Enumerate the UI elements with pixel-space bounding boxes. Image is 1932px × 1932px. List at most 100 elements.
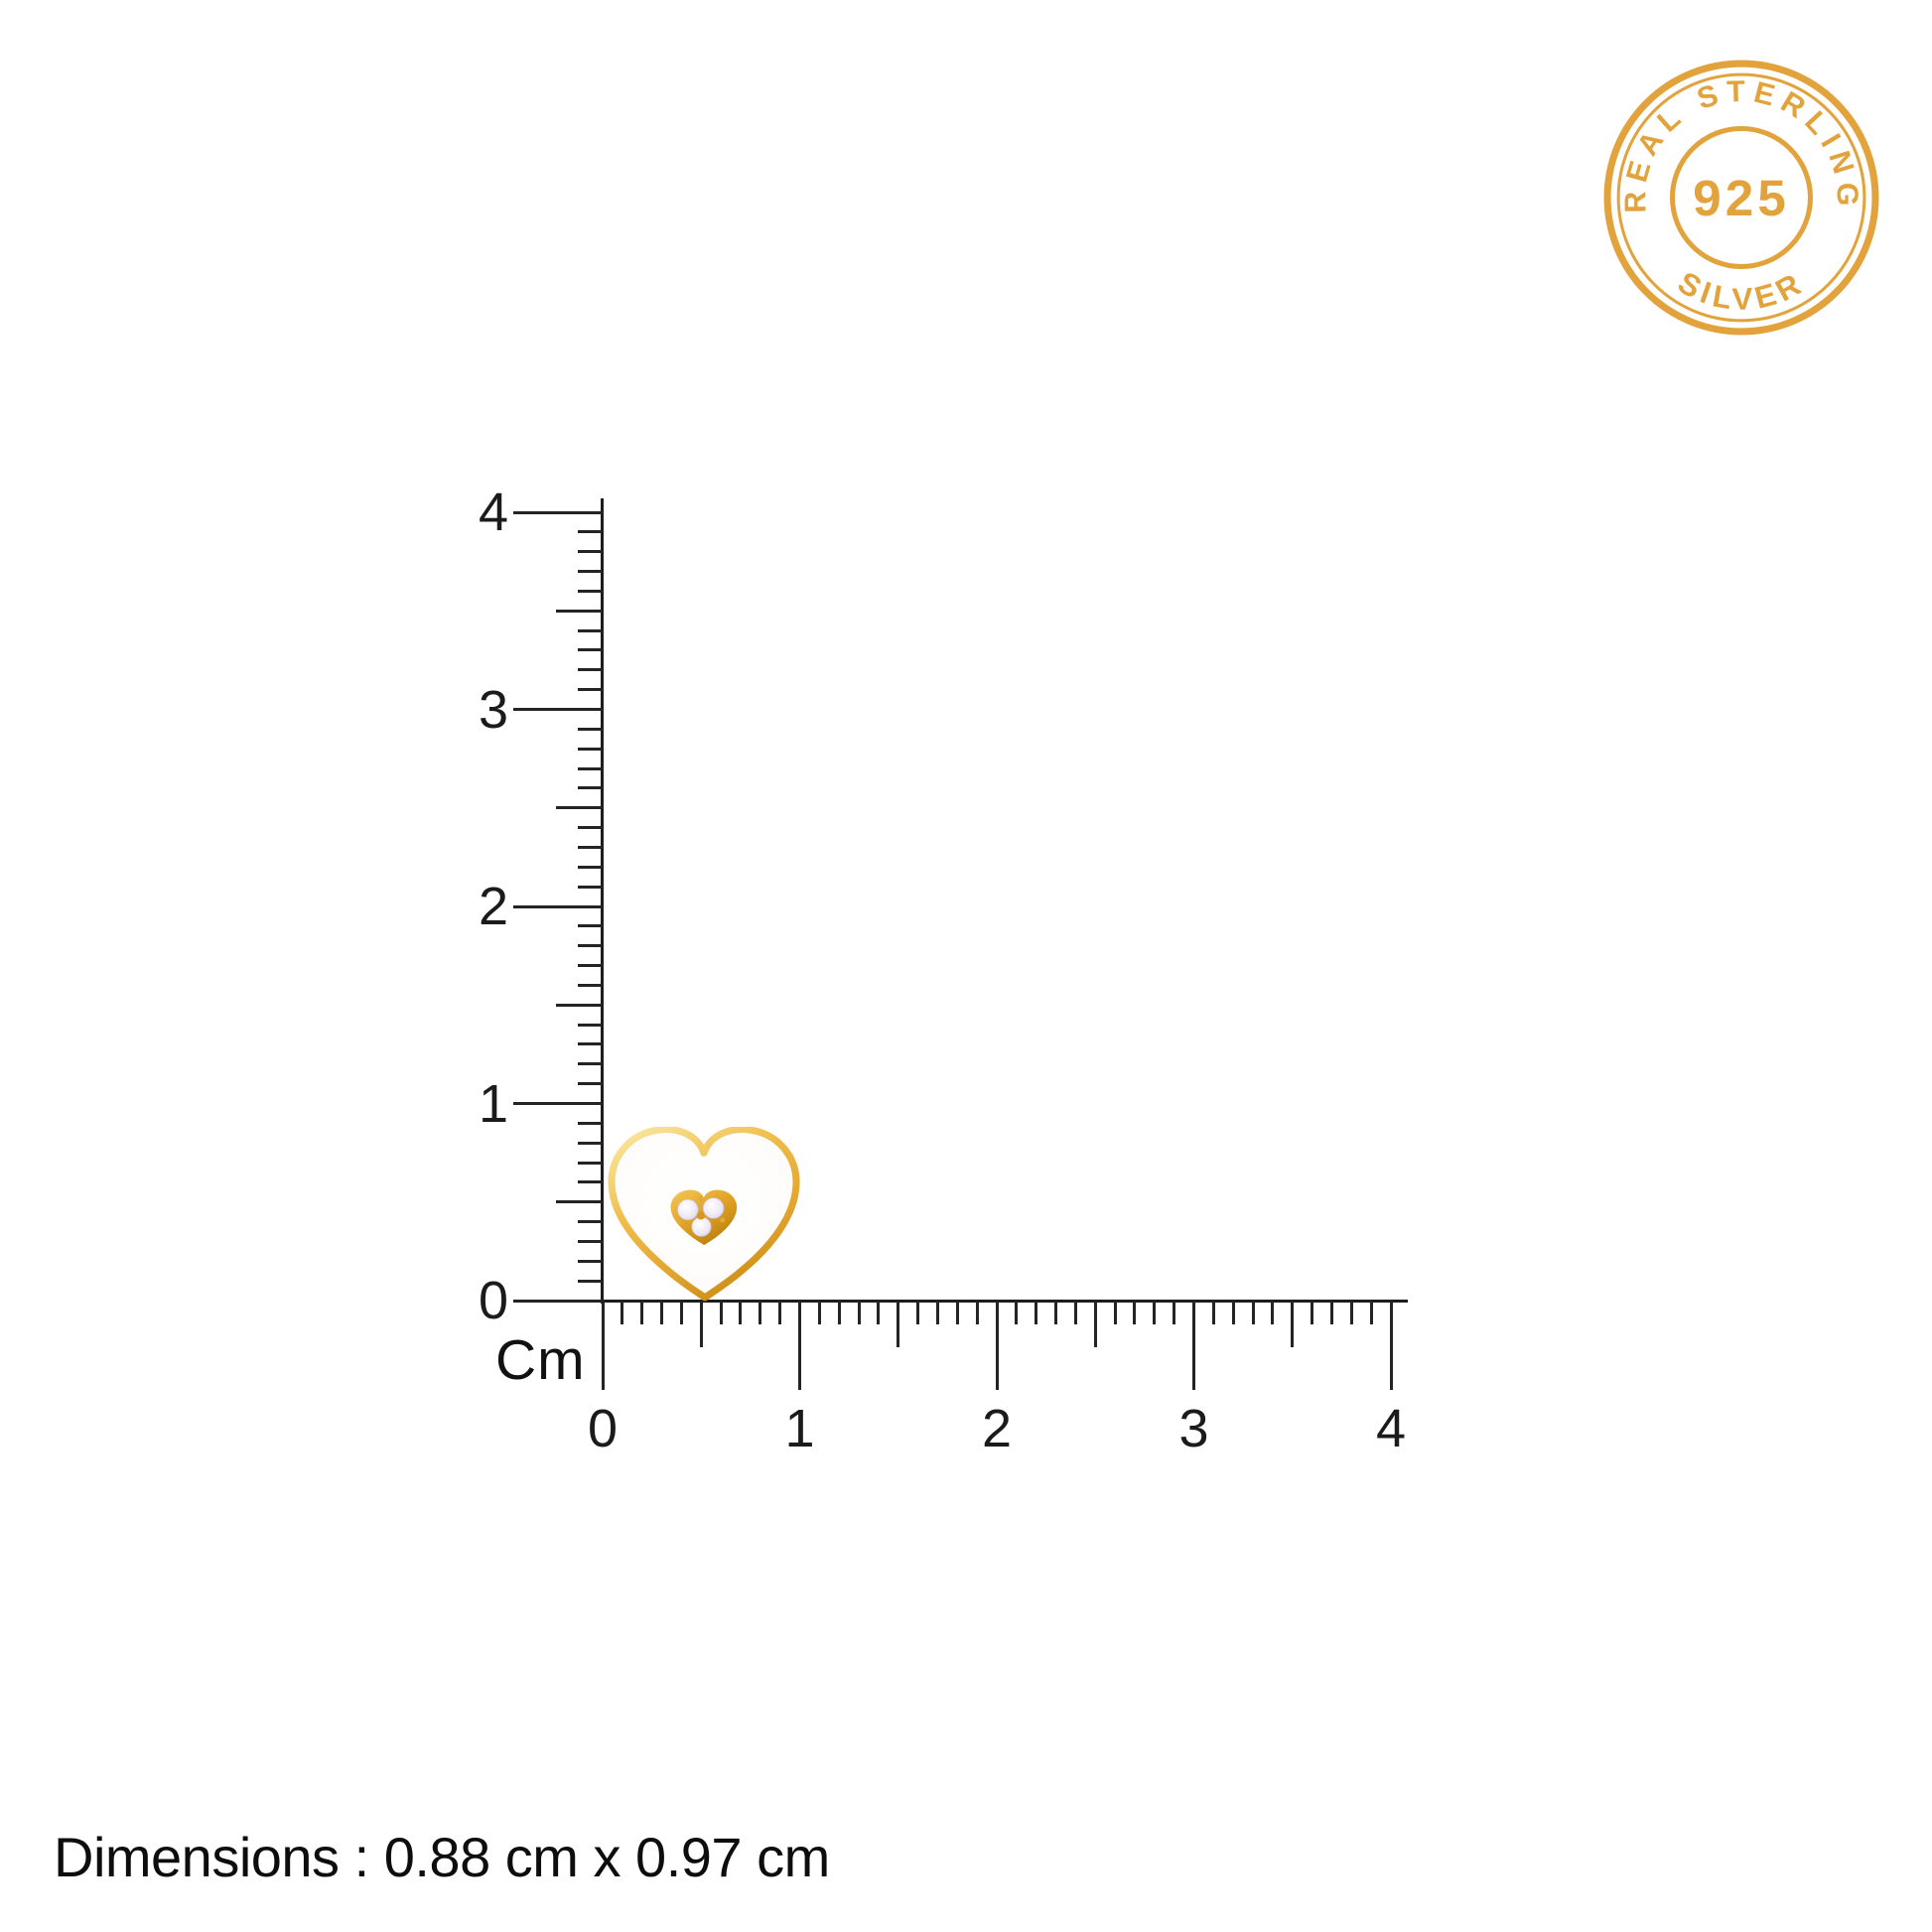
ruler-tick [578,964,603,968]
x-axis-label: 3 [1178,1399,1209,1458]
x-axis-line [601,1300,1408,1303]
ruler-tick [798,1301,801,1390]
ruler-tick [857,1301,861,1324]
ruler-tick [578,1259,603,1263]
ruler-tick [578,648,603,652]
ruler-tick [578,530,603,534]
gold-prong-dot [696,1211,706,1220]
ruler-tick [1369,1301,1373,1324]
ruler-tick [513,708,603,711]
ruler-tick [578,747,603,751]
ruler-tick [1133,1301,1137,1324]
ruler-tick [578,628,603,632]
ruler-tick [578,826,603,830]
ruler-tick [897,1301,900,1347]
ruler-tick [578,885,603,889]
ruler-tick [578,688,603,692]
ruler-tick [1271,1301,1275,1324]
ruler-tick [513,1299,603,1303]
ruler-tick [556,1003,603,1007]
ruler-tick [1389,1301,1393,1390]
ruler-tick [1153,1301,1157,1324]
dimensions-caption: Dimensions : 0.88 cm x 0.97 cm [54,1826,830,1888]
ruler-tick [578,550,603,554]
ruler-tick [621,1301,624,1324]
ruler-tick [759,1301,762,1324]
ruler-tick [1173,1301,1176,1324]
ruler-tick [578,1220,603,1224]
ruler-tick [975,1301,979,1324]
ruler-tick [660,1301,664,1324]
ruler-tick [578,570,603,574]
gold-prong-dot [698,1195,704,1201]
ruler-tick [513,904,603,908]
badge-arc-bottom-text: SILVER [1672,265,1810,317]
y-axis-label: 4 [478,483,508,542]
ruler-tick [1073,1301,1077,1324]
ruler-tick [578,786,603,790]
ruler-tick [935,1301,939,1324]
ruler-tick [1093,1301,1097,1347]
ruler-tick [578,924,603,928]
badge-inner-ring [1616,72,1866,323]
ruler-tick [699,1301,703,1347]
x-axis-label: 4 [1375,1399,1407,1458]
ruler-tick [877,1301,881,1324]
ruler-tick [578,1239,603,1243]
diamond-stone [691,1216,712,1237]
ruler-tick [578,1279,603,1283]
sterling-925-badge: REAL STERLING SILVER 925 [1603,60,1879,336]
diamond-stone [702,1197,725,1219]
ruler-tick [578,766,603,770]
x-axis-label: 2 [981,1399,1013,1458]
ruler-tick [578,1161,603,1165]
ruler-tick [916,1301,920,1324]
ruler-tick [578,1121,603,1125]
ruler-tick [719,1301,723,1324]
diamond-stone [677,1198,699,1221]
ruler-tick [578,845,603,849]
ruler-unit-label: Cm [495,1328,586,1392]
y-axis-label: 2 [478,877,508,936]
ruler-tick [640,1301,644,1324]
ruler-tick [578,1023,603,1027]
x-axis-label: 0 [587,1399,619,1458]
ruler-tick [578,1082,603,1086]
ruler-tick [679,1301,683,1324]
ruler-tick [778,1301,782,1324]
heart-stud-product [608,1127,800,1302]
y-axis-label: 1 [478,1073,508,1134]
y-axis-label: 3 [478,679,508,740]
ruler-tick [578,668,603,672]
badge-925-text: 925 [1693,170,1790,226]
ruler-tick [556,609,603,613]
y-axis-label: 0 [478,1271,508,1330]
ruler-tick [513,510,603,514]
ruler-tick [578,589,603,593]
ruler-tick [1231,1301,1235,1324]
ruler-tick [578,944,603,948]
badge-outer-ring [1603,60,1879,336]
ruler-tick [1035,1301,1038,1324]
ruler-tick [1311,1301,1314,1324]
ruler-tick [1211,1301,1215,1324]
ruler-tick [578,983,603,987]
ruler-tick [1015,1301,1019,1324]
y-axis-line [601,498,604,1304]
ruler-tick [578,727,603,731]
gold-prong-dot [720,1217,726,1223]
ruler-tick [955,1301,959,1324]
ruler-tick [556,1200,603,1204]
ruler-tick [578,1141,603,1145]
ruler-tick [1113,1301,1117,1324]
ruler-tick [578,1042,603,1046]
ruler-tick [739,1301,743,1324]
ruler-tick [1349,1301,1353,1324]
ruler-tick [601,1301,605,1390]
ruler-tick [1329,1301,1333,1324]
ruler-tick [1054,1301,1058,1324]
ruler-tick [837,1301,841,1324]
ruler-tick [578,865,603,869]
ruler-tick [513,1102,603,1105]
ruler-tick [578,1062,603,1066]
